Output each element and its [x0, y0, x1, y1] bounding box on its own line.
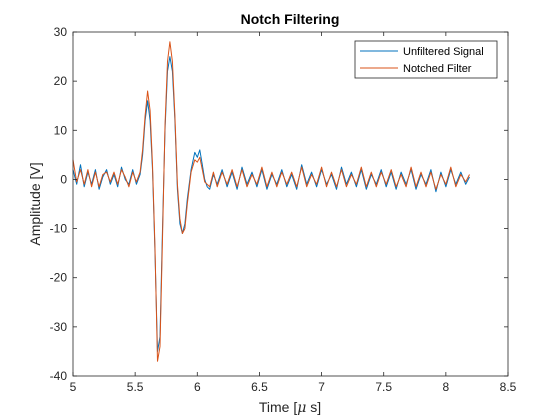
- y-axis-label: Amplitude [V]: [27, 162, 43, 245]
- series-line-notched: [72, 41, 470, 362]
- x-tick-label: 5.5: [127, 380, 144, 394]
- x-tick-label: 7.5: [375, 380, 392, 394]
- x-tick-label: 7: [318, 380, 325, 394]
- legend: Unfiltered Signal Notched Filter: [354, 40, 498, 79]
- y-tick-label: 20: [54, 74, 68, 88]
- x-tick-label: 5: [70, 380, 77, 394]
- y-tick-label: 0: [60, 172, 67, 186]
- legend-label-unfiltered: Unfiltered Signal: [403, 46, 484, 58]
- plot-area: 5 5.5 6 6.5 7 7.5 8 8.5 -40 -30 -20 -10 0 10 20 30: [50, 25, 517, 394]
- y-tick-label: -20: [50, 271, 68, 285]
- legend-box: [354, 40, 498, 79]
- x-tick-label: 8.5: [500, 380, 517, 394]
- plot-background: [73, 32, 508, 376]
- y-tick-label: -30: [50, 320, 68, 334]
- x-tick-label: 6: [194, 380, 201, 394]
- chart-title: Notch Filtering: [241, 11, 340, 27]
- x-tick-label: 6.5: [251, 380, 268, 394]
- y-tick-label: 10: [54, 123, 68, 137]
- y-tick-label: -40: [50, 369, 68, 383]
- x-tick-label: 8: [443, 380, 450, 394]
- y-tick-label: 30: [54, 25, 68, 39]
- y-tick-label: -10: [50, 222, 68, 236]
- axes-box: [72, 31, 509, 377]
- legend-label-notched: Notched Filter: [403, 63, 472, 75]
- x-axis-label: Time [μ s]: [259, 399, 321, 416]
- series-layer: [72, 41, 470, 362]
- ticks-layer: 5 5.5 6 6.5 7 7.5 8 8.5 -40 -30 -20 -10 0 10 20 30: [50, 25, 517, 394]
